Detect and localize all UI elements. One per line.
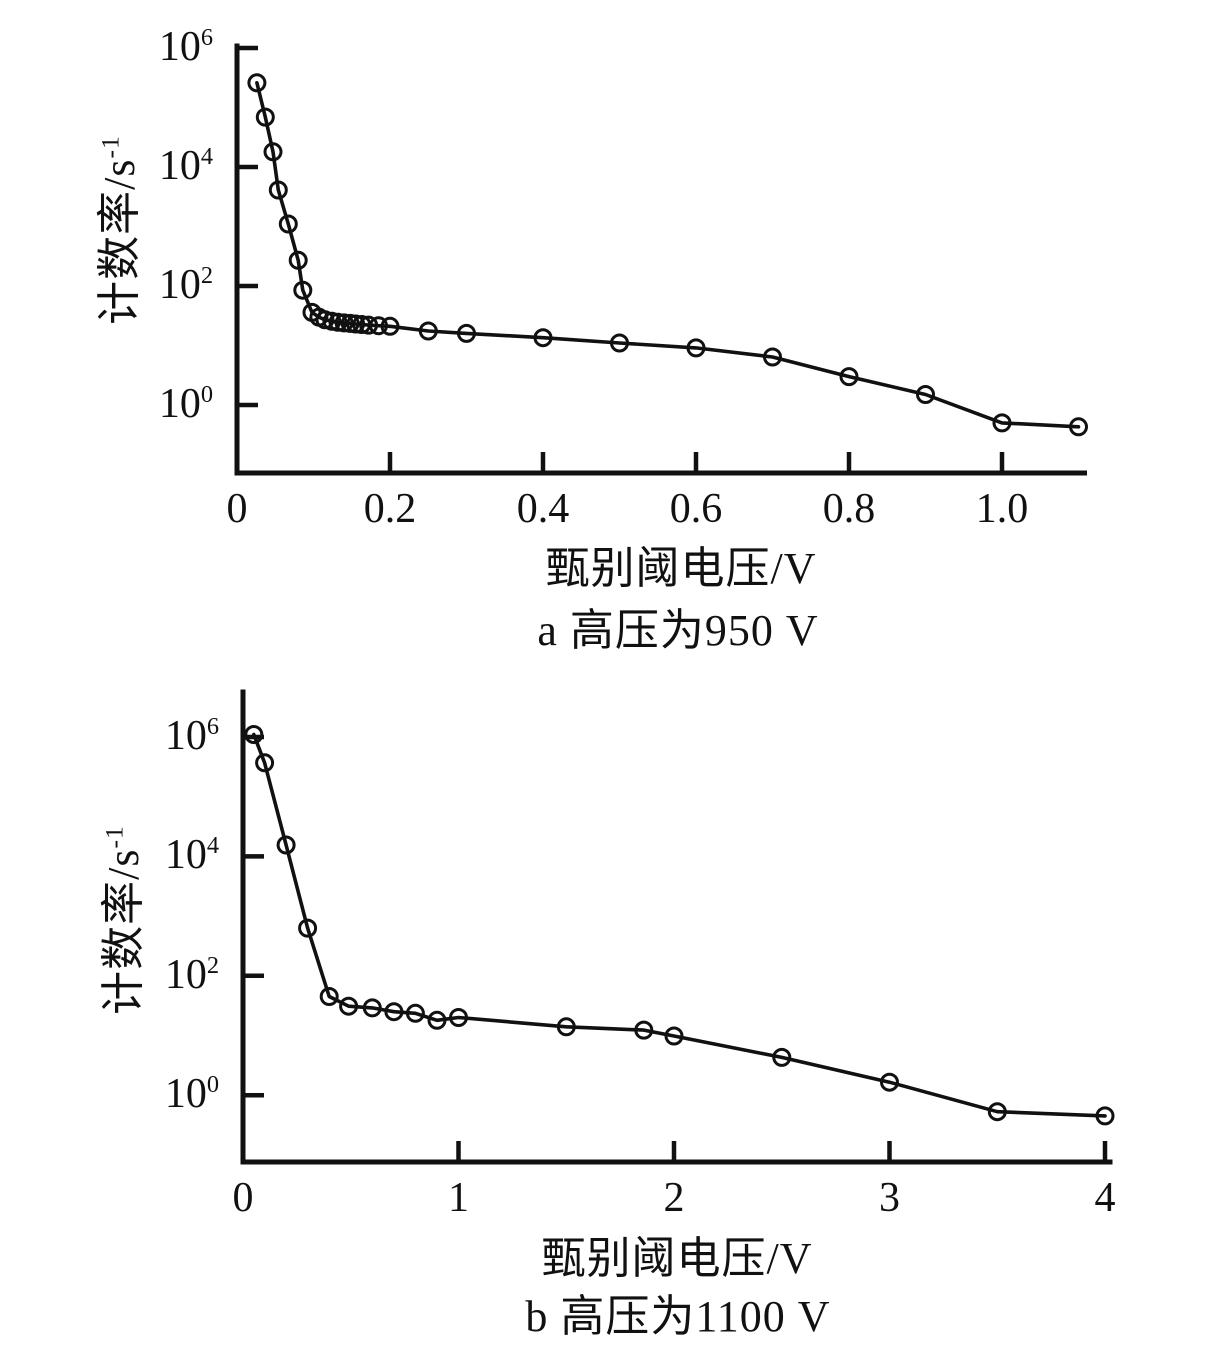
y-axis-label: 计数率/s-1 bbox=[99, 825, 148, 1015]
data-point-marker bbox=[293, 280, 313, 300]
x-tick-label: 3 bbox=[879, 1175, 900, 1221]
x-axis-label: 甄别阈电压/V bbox=[545, 544, 817, 593]
data-point-marker bbox=[1095, 1106, 1115, 1126]
y-tick-label-base: 10 bbox=[164, 951, 207, 998]
data-point-marker bbox=[278, 214, 298, 234]
chart-a-plot bbox=[234, 43, 1088, 476]
data-point-marker bbox=[369, 316, 388, 336]
x-tick-label: 4 bbox=[1094, 1175, 1116, 1221]
data-point-marker bbox=[418, 321, 438, 341]
data-point-marker bbox=[339, 996, 359, 1016]
y-tick-label: 102 bbox=[158, 262, 213, 309]
data-point-marker bbox=[288, 250, 308, 270]
data-point-marker bbox=[255, 107, 275, 127]
data-point-marker bbox=[634, 1020, 654, 1040]
y-tick-label-base: 10 bbox=[164, 1071, 207, 1118]
x-tick-label: 0.4 bbox=[516, 486, 570, 532]
data-point-marker bbox=[839, 367, 859, 387]
y-axis-label-base: 计数率/s bbox=[95, 158, 144, 325]
y-tick-label: 104 bbox=[164, 832, 219, 879]
data-point-marker bbox=[346, 314, 366, 334]
data-point-marker bbox=[610, 333, 629, 353]
data-point-marker bbox=[247, 73, 267, 93]
data-point-marker bbox=[359, 315, 379, 335]
data-point-marker bbox=[268, 180, 288, 200]
y-axis-label-base: 计数率/s bbox=[99, 848, 148, 1015]
data-point-marker bbox=[449, 1008, 468, 1027]
y-axis-label: 计数率/s-1 bbox=[95, 135, 144, 325]
y-tick-label-base: 10 bbox=[158, 381, 201, 428]
data-point-marker bbox=[992, 413, 1012, 433]
data-point-marker bbox=[916, 385, 935, 404]
data-line bbox=[252, 732, 1107, 1118]
data-point-marker bbox=[987, 1102, 1007, 1122]
y-tick-label-base: 10 bbox=[158, 143, 201, 190]
data-point-marker bbox=[263, 142, 283, 162]
chart-b-plot bbox=[240, 689, 1115, 1165]
y-tick-label-exponent: 0 bbox=[200, 381, 213, 409]
y-tick-label: 102 bbox=[164, 951, 219, 998]
y-axis-label-exponent: -1 bbox=[95, 135, 125, 159]
data-point-marker bbox=[556, 1017, 576, 1037]
axis-a bbox=[234, 43, 1087, 476]
y-tick-label-exponent: 2 bbox=[200, 262, 213, 290]
y-axis-label-exponent: -1 bbox=[99, 825, 129, 849]
chart-subtitle: a 高压为950 V bbox=[537, 606, 819, 655]
y-tick-label-base: 10 bbox=[158, 24, 201, 71]
x-tick-label: 0 bbox=[232, 1175, 254, 1221]
data-point-marker bbox=[384, 1002, 404, 1022]
y-tick-label-base: 10 bbox=[164, 832, 207, 879]
y-tick-label: 100 bbox=[164, 1071, 219, 1118]
x-tick-label: 0 bbox=[226, 486, 248, 532]
data-point-marker bbox=[244, 725, 264, 744]
data-point-marker bbox=[1069, 417, 1088, 437]
data-point-marker bbox=[664, 1026, 684, 1046]
data-point-marker bbox=[772, 1047, 792, 1067]
y-tick-label-exponent: 0 bbox=[206, 1071, 219, 1099]
data-point-marker bbox=[880, 1072, 899, 1092]
chart-subtitle: b 高压为1100 V bbox=[525, 1292, 831, 1341]
data-point-marker bbox=[763, 347, 782, 367]
axis-b bbox=[240, 689, 1113, 1165]
y-tick-label: 100 bbox=[158, 381, 213, 428]
y-tick-label-exponent: 4 bbox=[200, 143, 213, 171]
data-point-marker bbox=[298, 918, 318, 938]
data-point-marker bbox=[380, 316, 400, 336]
x-tick-label: 1.0 bbox=[975, 486, 1029, 532]
x-tick-label: 0.6 bbox=[669, 486, 723, 532]
y-tick-label-base: 10 bbox=[158, 262, 201, 309]
y-tick-label-base: 10 bbox=[164, 713, 207, 760]
y-tick-label: 106 bbox=[158, 24, 213, 71]
x-tick-label: 2 bbox=[663, 1175, 685, 1221]
x-tick-label: 0.8 bbox=[822, 486, 876, 532]
y-tick-label-exponent: 6 bbox=[206, 713, 219, 741]
data-point-marker bbox=[362, 998, 382, 1018]
data-point-marker bbox=[255, 753, 275, 773]
x-tick-label: 1 bbox=[448, 1175, 469, 1221]
y-tick-label-exponent: 4 bbox=[206, 832, 219, 860]
data-point-marker bbox=[457, 323, 476, 343]
data-point-marker bbox=[334, 313, 354, 333]
y-tick-label: 104 bbox=[158, 143, 213, 190]
data-point-marker bbox=[427, 1010, 447, 1030]
data-point-marker bbox=[319, 987, 339, 1006]
data-point-marker bbox=[328, 312, 348, 332]
x-axis-label: 甄别阈电压/V bbox=[541, 1234, 813, 1283]
data-point-marker bbox=[533, 328, 553, 348]
y-tick-label-exponent: 6 bbox=[200, 24, 213, 52]
data-line bbox=[255, 81, 1081, 429]
y-tick-label: 106 bbox=[164, 713, 219, 760]
y-tick-label-exponent: 2 bbox=[206, 951, 219, 979]
x-tick-label: 0.2 bbox=[363, 486, 417, 532]
data-point-marker bbox=[405, 1003, 425, 1023]
data-point-marker bbox=[276, 835, 296, 855]
data-point-marker bbox=[686, 338, 706, 358]
